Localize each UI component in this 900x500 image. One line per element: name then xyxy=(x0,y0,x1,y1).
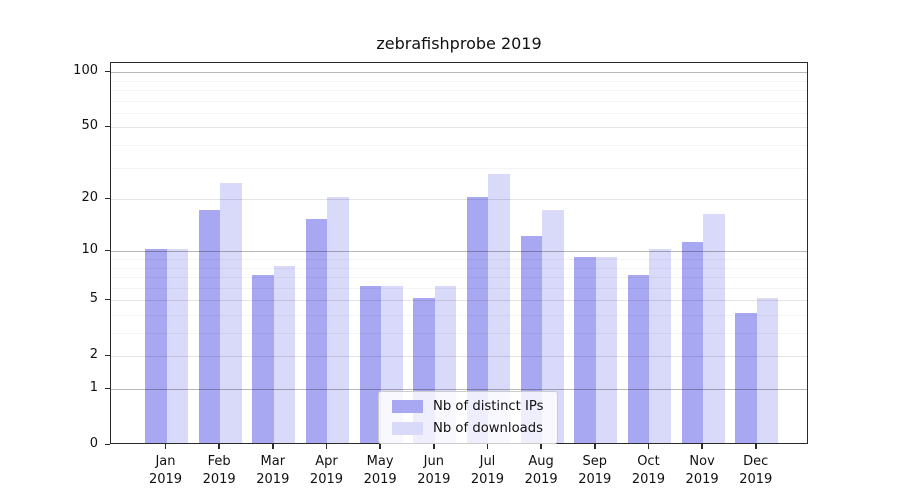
x-axis-tick xyxy=(540,444,542,449)
bar-downloads xyxy=(488,173,510,443)
gridline xyxy=(111,127,807,129)
legend: Nb of distinct IPs Nb of downloads xyxy=(378,391,558,444)
bar-downloads xyxy=(273,265,296,443)
x-axis-tick xyxy=(755,444,757,449)
gridline xyxy=(111,199,807,201)
y-axis-tick xyxy=(105,249,110,252)
legend-label: Nb of downloads xyxy=(433,421,543,436)
x-axis-tick-label: Jan 2019 xyxy=(148,454,183,487)
legend-item: Nb of distinct IPs xyxy=(392,399,544,414)
bar-downloads xyxy=(649,249,671,443)
bar-downloads xyxy=(166,249,188,443)
bar-distinct-ips xyxy=(252,275,274,443)
bar-distinct-ips xyxy=(735,313,757,443)
x-axis-tick xyxy=(701,444,703,449)
y-axis-tick xyxy=(105,298,110,301)
gridline xyxy=(111,145,807,146)
x-axis-tick-label: Mar 2019 xyxy=(256,454,290,487)
x-axis-tick-label: Nov 2019 xyxy=(685,454,719,487)
y-axis-tick xyxy=(105,125,110,128)
x-axis-tick xyxy=(218,444,220,449)
x-axis-tick-label: Sep 2019 xyxy=(578,454,612,487)
x-axis-tick xyxy=(594,444,596,449)
bar-downloads xyxy=(703,214,725,443)
x-axis-tick xyxy=(379,444,381,449)
plot-area xyxy=(110,62,808,444)
bar-distinct-ips xyxy=(359,285,382,443)
y-axis-tick xyxy=(105,443,110,445)
x-axis-tick-label: Jun 2019 xyxy=(417,454,451,487)
x-axis-tick-label: Aug 2019 xyxy=(524,454,558,487)
x-axis-tick-label: Apr 2019 xyxy=(309,454,344,487)
gridline xyxy=(111,112,807,114)
gridline xyxy=(111,90,807,91)
y-axis-tick xyxy=(105,354,110,357)
bar-distinct-ips xyxy=(681,242,704,443)
gridline xyxy=(111,100,807,102)
bar-downloads xyxy=(220,183,242,443)
x-axis-tick-label: Feb 2019 xyxy=(202,454,236,487)
bar-distinct-ips xyxy=(574,257,596,443)
legend-color-patch xyxy=(392,422,423,435)
x-axis-tick xyxy=(164,444,167,449)
gridline xyxy=(111,167,807,169)
legend-color-patch xyxy=(392,400,423,413)
x-axis-tick-label: Dec 2019 xyxy=(739,454,773,487)
bar-downloads xyxy=(542,209,564,443)
x-axis-tick xyxy=(272,444,274,449)
bar-distinct-ips xyxy=(145,249,167,443)
x-axis-tick-label: May 2019 xyxy=(363,454,397,487)
y-axis-tick-label: 5 xyxy=(89,291,98,307)
legend-item: Nb of downloads xyxy=(392,421,544,436)
y-axis-tick-label: 1 xyxy=(89,380,98,395)
y-axis-tick-label: 2 xyxy=(89,347,98,363)
gridline xyxy=(111,80,807,82)
bar-distinct-ips xyxy=(466,197,489,443)
x-axis-tick xyxy=(325,444,328,449)
y-axis-tick-label: 10 xyxy=(81,242,98,258)
gridline xyxy=(111,72,807,74)
x-axis-tick xyxy=(433,444,435,449)
bar-distinct-ips xyxy=(305,219,328,443)
legend-label: Nb of distinct IPs xyxy=(433,399,544,414)
y-axis-tick-label: 0 xyxy=(89,436,98,451)
y-axis-tick xyxy=(105,70,110,73)
bar-downloads xyxy=(327,197,349,443)
y-axis-tick-label: 100 xyxy=(73,63,98,79)
chart-title: zebrafishprobe 2019 xyxy=(376,34,542,53)
bar-distinct-ips xyxy=(198,209,221,443)
bar-downloads xyxy=(756,298,779,443)
x-axis-tick-label: Jul 2019 xyxy=(470,454,504,487)
bar-distinct-ips xyxy=(627,275,650,443)
x-axis-tick-label: Oct 2019 xyxy=(631,454,665,487)
y-axis-tick-label: 50 xyxy=(81,118,98,134)
y-axis-tick-label: 20 xyxy=(81,190,98,206)
x-axis-tick xyxy=(647,444,650,449)
x-axis-tick xyxy=(486,444,489,449)
y-axis-tick xyxy=(105,197,110,200)
bar-downloads xyxy=(595,257,618,443)
y-axis-tick xyxy=(105,387,110,389)
